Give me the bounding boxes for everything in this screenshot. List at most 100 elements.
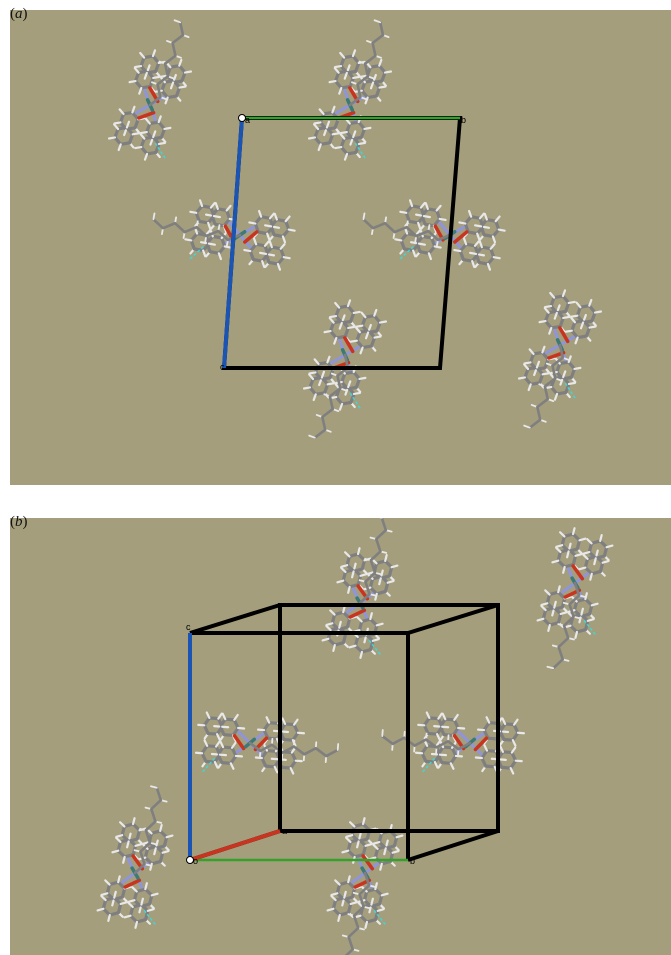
carbon-bond xyxy=(220,761,233,765)
carbon-bond xyxy=(120,886,127,899)
unit-cell-edge xyxy=(407,603,499,635)
alkyl-bond xyxy=(171,33,185,45)
hydrogen-bond-stub xyxy=(221,712,227,721)
alkyl-bond xyxy=(557,636,570,649)
hydrogen-bond-stub xyxy=(100,892,109,897)
hydrogen-bond-stub xyxy=(312,393,317,402)
hydrogen-bond-stub xyxy=(378,85,387,89)
carbon-bond xyxy=(272,233,285,239)
carbon-bond xyxy=(380,70,387,83)
hydrogen-bond-stub xyxy=(139,130,148,135)
hydrogen-bond-stub xyxy=(589,572,593,581)
carbon-bond xyxy=(264,764,277,769)
carbon-bond xyxy=(162,835,169,848)
carbon-bond xyxy=(333,117,340,130)
hydrogen-bond-stub xyxy=(369,81,375,90)
hydrogen-bond-stub xyxy=(325,622,334,627)
hydrogen-bond-stub xyxy=(119,821,126,828)
carbon-bond xyxy=(354,377,362,389)
hydrogen-bond-stub xyxy=(582,313,587,322)
hydrogen-bond-stub xyxy=(588,325,597,329)
hydrogen-bond-stub xyxy=(340,564,349,568)
hydrogen-bond-stub xyxy=(359,650,364,659)
hydrogen-bond-stub xyxy=(159,824,163,833)
hydrogen-bond-stub xyxy=(553,311,558,320)
alkyl-bond xyxy=(139,850,146,866)
hydrogen-bond-stub xyxy=(555,546,562,554)
oxygen-bond xyxy=(453,230,469,244)
hydrogen-bond-stub xyxy=(326,382,335,386)
alkyl-bond xyxy=(321,415,327,432)
hydrogen-bond-stub xyxy=(134,843,143,847)
carbon-bond xyxy=(402,247,415,253)
unit-cell-edge xyxy=(407,829,499,862)
hydrogen-bond-stub xyxy=(584,592,588,601)
hydrogen-bond-stub xyxy=(553,600,557,609)
hydrogen-bond-stub xyxy=(354,326,362,334)
alkyl-bond xyxy=(573,581,581,597)
panel-label-b: (b) xyxy=(10,514,28,530)
molecule xyxy=(96,785,174,929)
hydrogen-bond-stub xyxy=(601,559,610,564)
alkyl-bond xyxy=(324,748,340,758)
hydrogen-bond-stub xyxy=(342,605,346,614)
hydrogen-bond-stub xyxy=(203,739,209,747)
hydrogen-bond-stub xyxy=(417,221,422,230)
hydrogen-bond-stub xyxy=(281,717,287,726)
hydrogen-bond-stub xyxy=(483,212,488,221)
hydrogen-bond-stub xyxy=(165,834,174,839)
hydrogen-bond-contact xyxy=(368,639,383,657)
alkyl-bond xyxy=(347,926,360,939)
hydrogen-bond-stub xyxy=(352,130,357,139)
carbon-bond xyxy=(407,219,420,225)
hydrogen-bond-stub xyxy=(356,547,361,556)
hydrogen-bond-stub xyxy=(264,224,273,228)
hydrogen-bond-stub xyxy=(527,383,532,392)
panel-a-background xyxy=(10,10,671,485)
hydrogen-bond-stub xyxy=(119,901,128,906)
hydrogen-bond-stub xyxy=(380,892,389,897)
origin-marker xyxy=(238,114,246,122)
axis-label-b: b xyxy=(461,115,466,125)
alkyl-bond xyxy=(375,528,388,541)
hydrogen-bond-stub xyxy=(562,315,571,320)
alkyl-bond xyxy=(150,807,157,823)
hydrogen-bond-stub xyxy=(160,74,169,78)
hydrogen-bond-stub xyxy=(134,64,143,69)
carbon-bond xyxy=(461,257,474,263)
hydrogen-bond-stub xyxy=(357,901,364,909)
alkyl-bond xyxy=(568,603,575,619)
alkyl-bond xyxy=(336,374,342,390)
carbon-bond xyxy=(571,554,578,567)
hydrogen-bond-stub xyxy=(339,132,346,140)
nitrogen-bond xyxy=(134,103,152,115)
alkyl-bond xyxy=(369,559,377,575)
hydrogen-bond-stub xyxy=(172,73,177,82)
alkyl-bond xyxy=(543,385,550,401)
hydrogen-bond-stub xyxy=(115,836,122,844)
carbon-bond xyxy=(327,132,335,145)
hydrogen-bond-stub xyxy=(559,377,564,386)
hydrogen-bond-stub xyxy=(360,311,367,319)
hydrogen-bond-stub xyxy=(449,762,455,770)
hydrogen-bond-stub xyxy=(248,221,257,225)
alkyl-bond xyxy=(302,746,318,756)
molecule xyxy=(326,817,404,955)
hydrogen-bond-stub xyxy=(363,635,367,644)
carbon-bond xyxy=(251,257,264,263)
hydrogen-bond-stub xyxy=(217,252,223,261)
hydrogen-bond-stub xyxy=(289,766,295,775)
hydrogen-bond-stub xyxy=(541,345,546,354)
carbon-bond xyxy=(361,844,368,857)
hydrogen-bond-stub xyxy=(122,855,126,864)
hydrogen-bond-stub xyxy=(332,643,336,652)
hydrogen-bond-stub xyxy=(202,249,207,258)
hydrogen-bond-contact xyxy=(420,757,436,774)
molecule xyxy=(307,19,393,161)
alkyl-bond xyxy=(363,871,371,887)
hydrogen-bond-stub xyxy=(347,380,352,389)
carbon-bond xyxy=(354,61,361,74)
hydrogen-bond-stub xyxy=(230,741,237,749)
nitrogen-bond xyxy=(329,353,347,365)
hydrogen-bond-stub xyxy=(378,58,383,67)
